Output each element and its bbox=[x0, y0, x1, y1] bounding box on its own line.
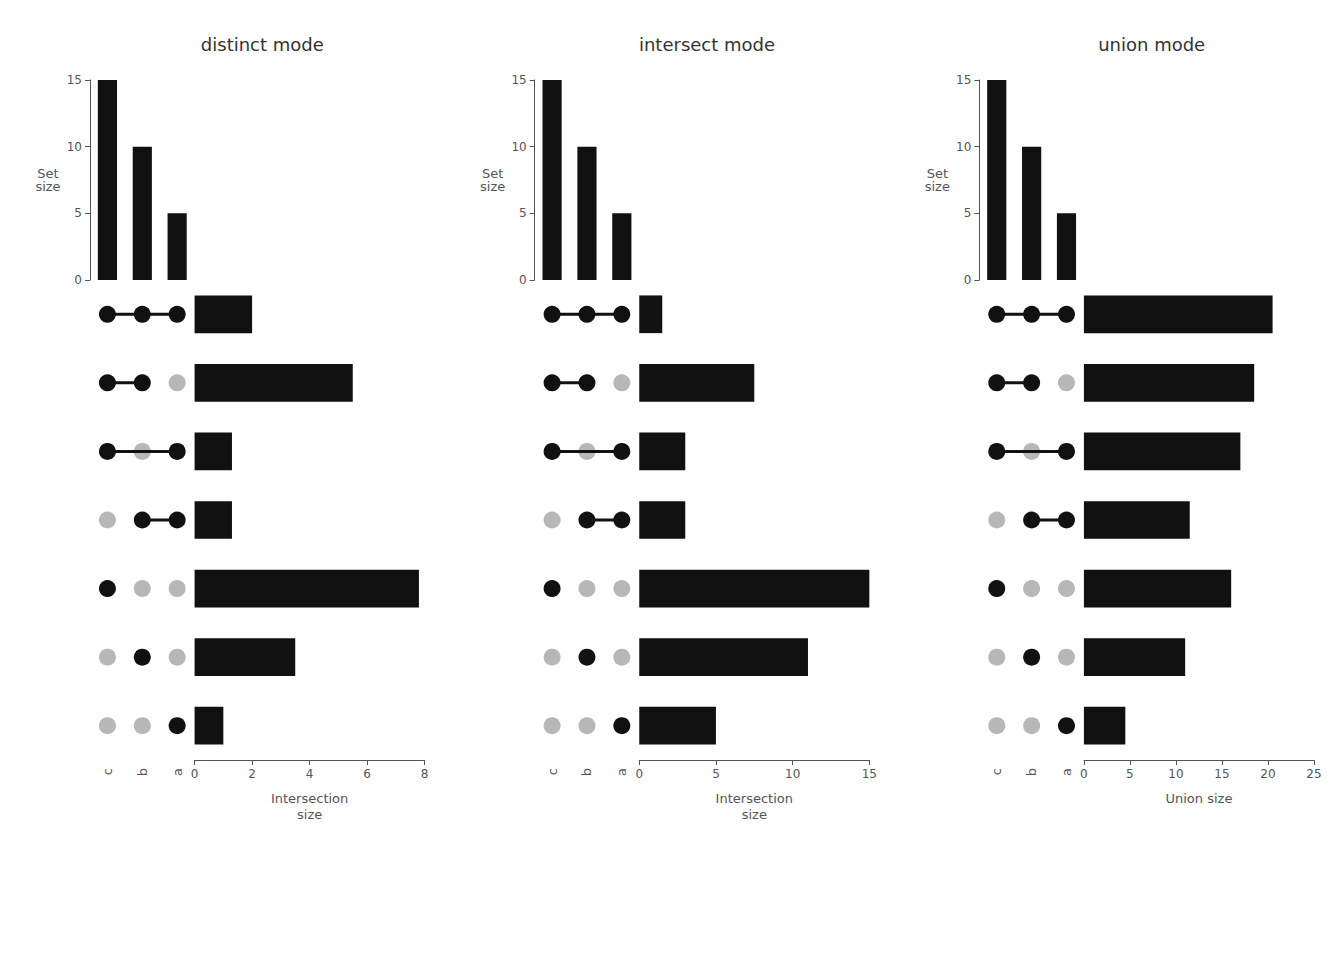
svg-text:a: a bbox=[1059, 768, 1074, 776]
svg-text:15: 15 bbox=[862, 767, 877, 781]
svg-text:15: 15 bbox=[511, 73, 526, 87]
svg-text:Set: Set bbox=[926, 166, 948, 181]
svg-text:5: 5 bbox=[519, 206, 527, 220]
svg-text:Intersection: Intersection bbox=[716, 791, 793, 806]
svg-text:0: 0 bbox=[635, 767, 643, 781]
svg-text:4: 4 bbox=[306, 767, 314, 781]
svg-text:c: c bbox=[545, 768, 560, 775]
svg-text:5: 5 bbox=[1126, 767, 1134, 781]
svg-text:10: 10 bbox=[785, 767, 800, 781]
svg-text:union mode: union mode bbox=[1098, 34, 1205, 55]
svg-text:10: 10 bbox=[511, 140, 526, 154]
svg-text:b: b bbox=[579, 768, 594, 776]
svg-text:20: 20 bbox=[1260, 767, 1275, 781]
svg-text:Set: Set bbox=[482, 166, 504, 181]
svg-text:5: 5 bbox=[712, 767, 720, 781]
svg-text:size: size bbox=[742, 807, 767, 822]
svg-text:0: 0 bbox=[191, 767, 199, 781]
svg-text:b: b bbox=[1024, 768, 1039, 776]
svg-text:size: size bbox=[925, 179, 950, 194]
svg-text:10: 10 bbox=[1168, 767, 1183, 781]
svg-text:25: 25 bbox=[1306, 767, 1321, 781]
svg-text:15: 15 bbox=[1214, 767, 1229, 781]
svg-text:a: a bbox=[614, 768, 629, 776]
svg-text:a: a bbox=[170, 768, 185, 776]
svg-text:15: 15 bbox=[67, 73, 82, 87]
svg-text:10: 10 bbox=[956, 140, 971, 154]
svg-text:0: 0 bbox=[74, 273, 82, 287]
svg-text:15: 15 bbox=[956, 73, 971, 87]
svg-text:intersect mode: intersect mode bbox=[639, 34, 775, 55]
svg-text:5: 5 bbox=[964, 206, 972, 220]
svg-text:8: 8 bbox=[421, 767, 429, 781]
svg-text:size: size bbox=[297, 807, 322, 822]
svg-text:5: 5 bbox=[74, 206, 82, 220]
svg-text:Intersection: Intersection bbox=[271, 791, 348, 806]
svg-text:6: 6 bbox=[363, 767, 371, 781]
svg-text:Union size: Union size bbox=[1166, 791, 1233, 806]
svg-text:0: 0 bbox=[1080, 767, 1088, 781]
svg-text:b: b bbox=[135, 768, 150, 776]
svg-text:0: 0 bbox=[964, 273, 972, 287]
svg-text:size: size bbox=[480, 179, 505, 194]
svg-text:2: 2 bbox=[248, 767, 256, 781]
svg-text:distinct mode: distinct mode bbox=[201, 34, 324, 55]
svg-text:Set: Set bbox=[37, 166, 59, 181]
svg-text:10: 10 bbox=[67, 140, 82, 154]
svg-text:c: c bbox=[989, 768, 1004, 775]
svg-text:c: c bbox=[100, 768, 115, 775]
svg-text:size: size bbox=[35, 179, 60, 194]
svg-text:0: 0 bbox=[519, 273, 527, 287]
